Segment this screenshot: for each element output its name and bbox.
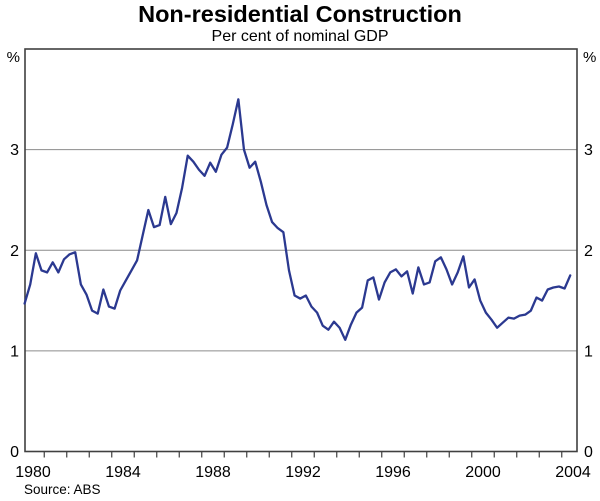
y-axis-unit-label-left: % xyxy=(6,49,20,66)
x-tick-label-1988: 1988 xyxy=(195,464,231,481)
y-axis-unit-label-right: % xyxy=(583,49,597,66)
y-tick-label-left-2: 2 xyxy=(10,243,19,260)
x-tick-label-1996: 1996 xyxy=(375,464,411,481)
x-tick-label-1980: 1980 xyxy=(15,464,51,481)
x-tick-label-2000: 2000 xyxy=(465,464,501,481)
y-tick-label-right-0: 0 xyxy=(584,444,593,461)
x-tick-label-1984: 1984 xyxy=(105,464,141,481)
chart-title: Non-residential Construction xyxy=(138,1,462,27)
y-tick-label-right-3: 3 xyxy=(584,142,593,159)
source-note: Source: ABS xyxy=(24,482,101,497)
chart-subtitle: Per cent of nominal GDP xyxy=(211,28,389,45)
y-tick-label-left-0: 0 xyxy=(10,444,19,461)
y-tick-label-left-1: 1 xyxy=(10,343,19,360)
plot-border xyxy=(24,48,578,453)
y-tick-label-right-1: 1 xyxy=(584,343,593,360)
y-tick-label-left-3: 3 xyxy=(10,142,19,159)
x-tick-label-1992: 1992 xyxy=(285,464,321,481)
x-tick-label-2004: 2004 xyxy=(555,464,591,481)
y-tick-label-right-2: 2 xyxy=(584,243,593,260)
data-line xyxy=(23,98,572,341)
